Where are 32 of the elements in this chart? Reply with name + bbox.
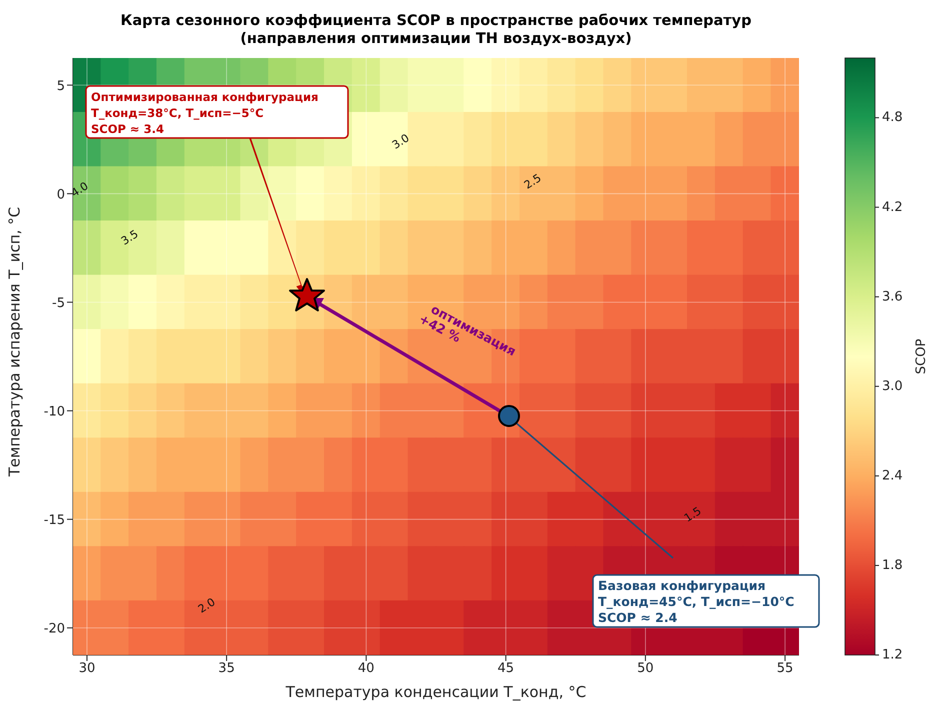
annotation: 2.5: [522, 171, 544, 192]
x-tick-label: 40: [358, 661, 374, 676]
color-bar-label: 1.8: [882, 558, 903, 574]
color-bar-label: 3.0: [882, 378, 903, 394]
color-bar-label: 2.4: [882, 468, 903, 484]
y-tick-label: -15: [44, 512, 65, 528]
annotation: Базовая конфигурация T_конд=45°C, T_исп=−10°C SCOP ≈ 2.4: [598, 578, 794, 625]
annotation: Оптимизированная конфигурация T_конд=38°C, T_исп=−5°C SCOP ≈ 3.4: [91, 90, 318, 136]
y-tick-label: -20: [44, 621, 65, 636]
annotation: 3.5: [118, 227, 141, 248]
x-tick-label: 50: [637, 661, 654, 676]
y-axis-title: Температура испарения T_исп, °C: [5, 206, 24, 478]
x-tick-label: 35: [218, 661, 235, 676]
chart-subtitle: (направления оптимизации ТН воздух-воздух): [239, 30, 633, 48]
annotation: 4.0: [68, 179, 91, 200]
y-tick-label: 0: [56, 187, 65, 202]
chart-title: Карта сезонного коэффициента SCOP в пространстве рабочих температур: [120, 12, 752, 30]
color-bar-label: 4.8: [882, 110, 903, 126]
y-tick-label: -5: [52, 296, 65, 311]
annotation: 2.0: [196, 595, 218, 616]
x-tick-label: 45: [498, 661, 514, 676]
y-tick-label: -10: [44, 404, 65, 420]
color-bar-label: 3.6: [882, 289, 903, 304]
x-tick-label: 55: [776, 661, 794, 676]
x-tick-label: 30: [78, 661, 96, 676]
annotation: 3.0: [390, 131, 412, 152]
color-bar-label: 1.2: [882, 648, 903, 663]
y-tick-label: 5: [56, 78, 65, 94]
color-bar-title: SCOP: [914, 338, 929, 374]
x-axis-title: Температура конденсации T_конд, °C: [284, 683, 586, 701]
annotation: 1.5: [682, 504, 704, 525]
color-bar-label: 4.2: [882, 200, 903, 215]
